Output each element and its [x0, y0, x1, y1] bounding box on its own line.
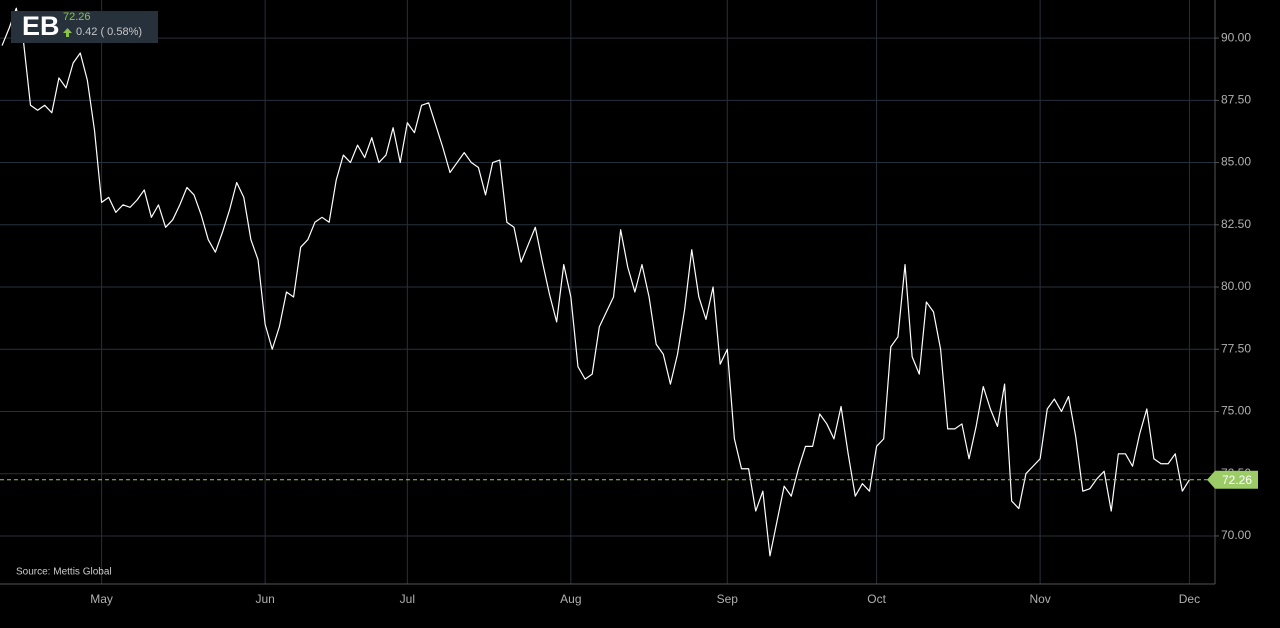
x-tick-label: Aug — [560, 592, 581, 606]
x-tick-label: Dec — [1179, 592, 1200, 606]
x-tick-label: Jul — [400, 592, 415, 606]
marks — [0, 7, 1210, 557]
price: 72.26 — [63, 11, 91, 23]
y-tick-label: 87.50 — [1221, 92, 1251, 106]
y-tick-label: 77.50 — [1221, 341, 1251, 355]
y-tick-label: 85.00 — [1221, 155, 1251, 169]
y-tick-label: 80.00 — [1221, 279, 1251, 293]
price-line — [1, 7, 1190, 557]
y-tick-label: 90.00 — [1221, 30, 1251, 44]
change: 0.42 ( 0.58%) — [76, 26, 142, 38]
x-tick-label: Sep — [717, 592, 739, 606]
y-tick-label: 70.00 — [1221, 528, 1251, 542]
source: Source: Mettis Global — [16, 567, 112, 578]
header-box — [11, 11, 158, 43]
last-price-badge — [1207, 470, 1258, 489]
grid — [0, 0, 1215, 584]
x-tick-label: Jun — [255, 592, 274, 606]
symbol: EB — [22, 11, 60, 41]
y-tick-label: 82.50 — [1221, 217, 1251, 231]
x-tick-label: Nov — [1029, 592, 1050, 606]
y-tick-label: 75.00 — [1221, 404, 1251, 418]
x-tick-label: May — [90, 592, 113, 606]
last-price-label: 72.26 — [1222, 473, 1252, 487]
up-arrow — [63, 28, 72, 37]
x-tick-label: Oct — [867, 592, 886, 606]
